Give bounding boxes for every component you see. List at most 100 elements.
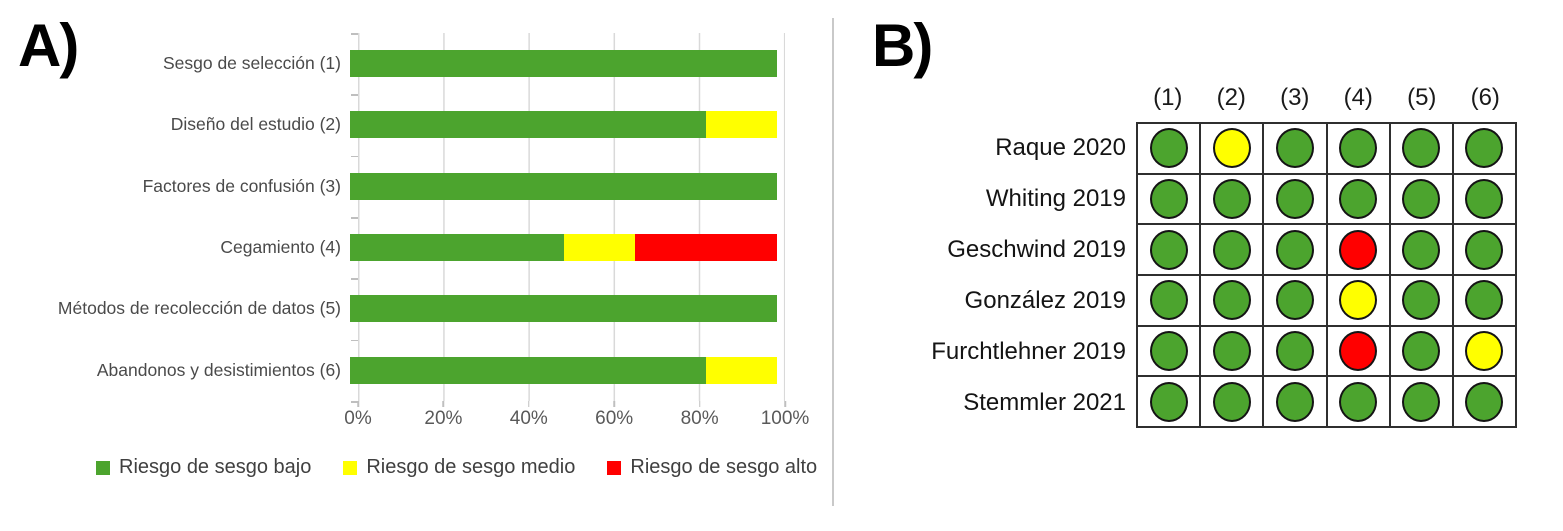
grid-cell bbox=[1452, 325, 1516, 377]
grid-cell bbox=[1389, 224, 1453, 275]
grid-cell bbox=[1263, 376, 1327, 427]
grid-cell bbox=[1137, 376, 1201, 427]
stacked-bar-rows: Sesgo de selección (1) Diseño del estudio… bbox=[0, 33, 785, 401]
traffic-light-grid bbox=[1136, 122, 1517, 428]
bar-segment-low bbox=[350, 172, 777, 200]
domain-column-header: (6) bbox=[1470, 84, 1500, 111]
y-axis-tickmark bbox=[351, 339, 358, 342]
rating-circle-low bbox=[1402, 280, 1441, 321]
rating-circle-low bbox=[1212, 330, 1251, 371]
bar-row: Abandonos y desistimientos (6) bbox=[0, 340, 785, 401]
grid-cell bbox=[1389, 325, 1453, 377]
domain-column-header: (4) bbox=[1343, 84, 1373, 111]
x-axis-tickmark bbox=[698, 401, 701, 407]
panel-b-label: B) bbox=[872, 12, 933, 79]
rating-circle-low bbox=[1275, 280, 1314, 321]
rating-circle-low bbox=[1402, 178, 1441, 219]
rating-circle-low bbox=[1465, 178, 1504, 219]
grid-cell bbox=[1263, 173, 1327, 225]
rating-circle-high bbox=[1339, 229, 1378, 270]
grid-cell bbox=[1326, 173, 1390, 225]
grid-cell bbox=[1263, 123, 1327, 174]
x-axis-tick-label: 80% bbox=[680, 408, 719, 429]
bar-track bbox=[350, 234, 777, 262]
panel-a-label: A) bbox=[18, 12, 79, 79]
grid-cell bbox=[1452, 173, 1516, 225]
x-axis-tickmark bbox=[528, 401, 530, 407]
grid-cell bbox=[1137, 123, 1201, 174]
study-label: Stemmler 2021 bbox=[963, 388, 1126, 416]
legend-swatch-low bbox=[96, 460, 110, 475]
study-label: Geschwind 2019 bbox=[947, 235, 1126, 263]
grid-cell bbox=[1389, 275, 1453, 326]
domain-column-header: (2) bbox=[1216, 84, 1246, 111]
bar-track bbox=[350, 172, 777, 200]
grid-cell bbox=[1200, 173, 1264, 225]
rating-circle-low bbox=[1339, 128, 1378, 169]
study-label: González 2019 bbox=[964, 286, 1126, 314]
grid-cell bbox=[1200, 376, 1264, 427]
bar-segment-high bbox=[634, 234, 777, 262]
rating-circle-low bbox=[1339, 381, 1378, 422]
x-axis-labels: 0% 20% 40% 60% 80% 100% bbox=[344, 408, 809, 432]
grid-cell bbox=[1452, 275, 1516, 326]
y-axis-tickmark bbox=[351, 33, 358, 35]
y-axis-tickmark bbox=[351, 155, 358, 158]
x-axis-tick-label: 0% bbox=[344, 408, 372, 429]
bar-track bbox=[350, 111, 777, 139]
rating-circle-low bbox=[1149, 330, 1188, 371]
rating-circle-low bbox=[1339, 178, 1378, 219]
legend-label: Riesgo de sesgo alto bbox=[630, 456, 818, 478]
domain-column-header: (5) bbox=[1407, 84, 1437, 111]
rating-circle-low bbox=[1149, 381, 1188, 422]
legend-item: Riesgo de sesgo bajo bbox=[96, 456, 311, 479]
x-axis-tick-label: 60% bbox=[595, 408, 634, 429]
grid-cell bbox=[1263, 224, 1327, 275]
bar-segment-medium bbox=[705, 111, 777, 139]
bar-track bbox=[350, 295, 777, 323]
bar-segment-low bbox=[350, 234, 564, 262]
rating-circle-low bbox=[1275, 381, 1314, 422]
rating-circle-low bbox=[1402, 330, 1441, 371]
grid-cell bbox=[1452, 376, 1516, 427]
category-label: Métodos de recolección de datos (5) bbox=[57, 298, 341, 319]
y-axis-tickmark bbox=[351, 94, 358, 96]
chart-legend: Riesgo de sesgo bajo Riesgo de sesgo medi… bbox=[96, 456, 817, 479]
study-label: Furchtlehner 2019 bbox=[931, 337, 1126, 365]
legend-label: Riesgo de sesgo medio bbox=[366, 456, 576, 478]
rating-circle-low bbox=[1212, 178, 1251, 219]
bar-segment-low bbox=[350, 111, 706, 139]
chart-plot-area bbox=[358, 33, 785, 401]
category-label: Sesgo de selección (1) bbox=[162, 53, 341, 74]
rating-circle-low bbox=[1275, 178, 1314, 219]
bar-row: Sesgo de selección (1) bbox=[0, 33, 785, 94]
x-axis-tickmark bbox=[357, 401, 359, 407]
grid-cell bbox=[1326, 275, 1390, 326]
rating-circle-low bbox=[1149, 280, 1188, 321]
rating-circle-low bbox=[1149, 128, 1188, 169]
bar-segment-low bbox=[350, 50, 777, 78]
legend-swatch-medium bbox=[343, 460, 358, 475]
bar-segment-medium bbox=[563, 234, 635, 262]
grid-cell bbox=[1200, 123, 1264, 174]
rating-circle-medium bbox=[1339, 280, 1378, 321]
grid-cell bbox=[1326, 325, 1390, 377]
y-axis-tickmark bbox=[351, 278, 358, 280]
study-row-labels: Raque 2020 Whiting 2019 Geschwind 2019 Gonz… bbox=[850, 122, 1126, 428]
grid-cell bbox=[1263, 275, 1327, 326]
x-axis-tickmark bbox=[442, 401, 445, 407]
legend-label: Riesgo de sesgo bajo bbox=[119, 456, 312, 478]
x-axis-tick-label: 40% bbox=[509, 408, 548, 429]
legend-item: Riesgo de sesgo medio bbox=[343, 456, 575, 479]
grid-cell bbox=[1137, 173, 1201, 225]
x-axis-tickmark bbox=[784, 401, 786, 407]
legend-swatch-high bbox=[607, 460, 622, 475]
rating-circle-high bbox=[1339, 330, 1378, 371]
grid-cell bbox=[1326, 123, 1390, 174]
domain-column-header: (1) bbox=[1153, 84, 1183, 111]
rating-circle-low bbox=[1149, 229, 1188, 270]
domain-column-headers: (1) (2) (3) (4) (5) (6) bbox=[1136, 84, 1517, 112]
rating-circle-low bbox=[1465, 280, 1504, 321]
rating-circle-low bbox=[1275, 229, 1314, 270]
